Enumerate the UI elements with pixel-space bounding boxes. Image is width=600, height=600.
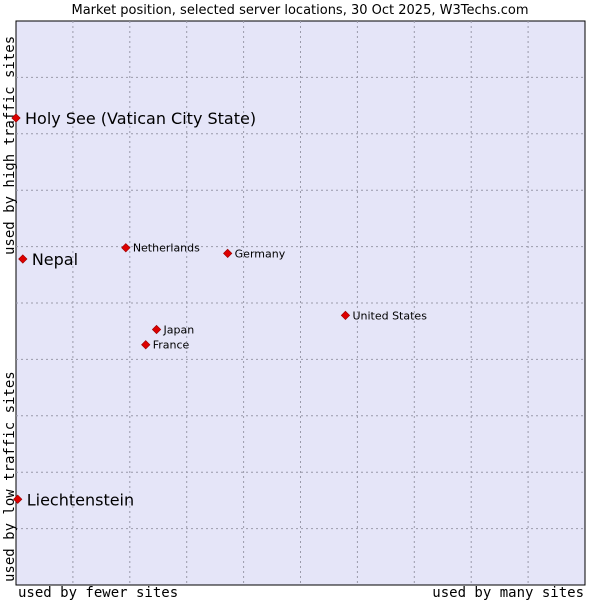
chart-title: Market position, selected server locatio… xyxy=(71,3,528,18)
point-marker-france xyxy=(141,340,151,350)
point-label-france: France xyxy=(153,339,190,352)
point-marker-holy-see-vatican-city-state xyxy=(11,113,21,123)
data-points: Holy See (Vatican City State) Nepal Liecht… xyxy=(11,109,427,509)
point-label-holy-see-vatican-city-state: Holy See (Vatican City State) xyxy=(25,109,256,128)
point-liechtenstein: Liechtenstein xyxy=(13,490,134,509)
point-marker-germany xyxy=(223,248,233,258)
point-marker-nepal xyxy=(18,254,28,264)
point-germany: Germany xyxy=(223,247,286,260)
x-axis-label-left: used by fewer sites xyxy=(18,585,178,600)
point-label-united-states: United States xyxy=(352,309,427,322)
point-united-states: United States xyxy=(340,309,427,322)
point-label-liechtenstein: Liechtenstein xyxy=(27,490,134,509)
point-label-germany: Germany xyxy=(235,247,286,260)
point-label-nepal: Nepal xyxy=(32,250,78,269)
point-label-netherlands: Netherlands xyxy=(133,242,200,255)
point-holy-see-vatican-city-state: Holy See (Vatican City State) xyxy=(11,109,256,128)
point-netherlands: Netherlands xyxy=(121,242,200,255)
x-axis-label-right: used by many sites xyxy=(432,585,584,600)
point-marker-netherlands xyxy=(121,243,131,253)
grid-lines xyxy=(16,21,585,585)
point-label-japan: Japan xyxy=(163,324,195,337)
point-france: France xyxy=(141,339,190,352)
point-japan: Japan xyxy=(151,324,195,337)
point-marker-japan xyxy=(151,324,162,335)
y-axis-label-bottom: used by low traffic sites xyxy=(2,371,18,582)
point-marker-united-states xyxy=(340,310,351,321)
point-marker-liechtenstein xyxy=(13,494,23,504)
y-axis-label-top: used by high traffic sites xyxy=(2,36,18,255)
point-nepal: Nepal xyxy=(18,250,78,269)
